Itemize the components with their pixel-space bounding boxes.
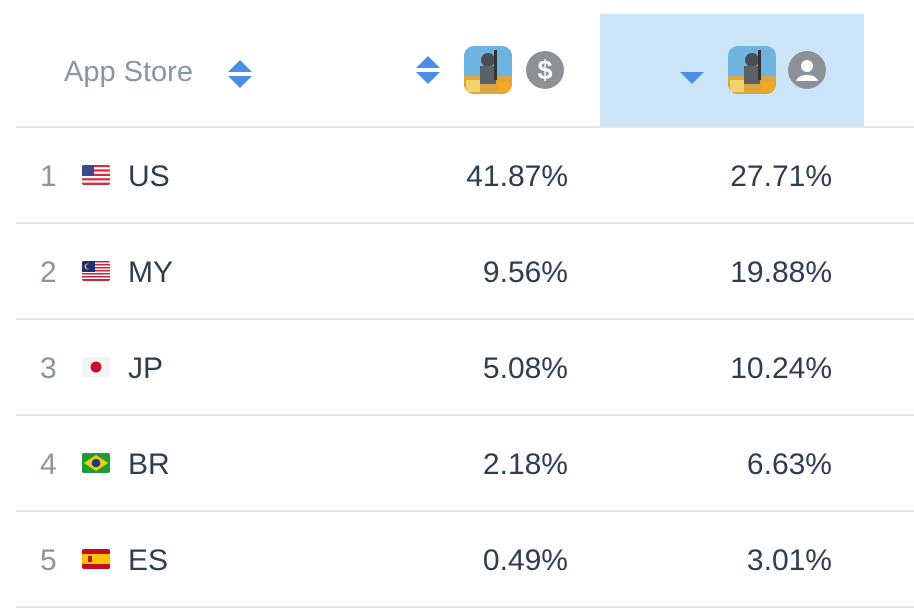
table-row[interactable]: 1 US 41.87% 27.71% — [16, 128, 914, 224]
download-share-value: 27.71% — [730, 160, 832, 193]
download-share-value: 3.01% — [746, 544, 832, 577]
rank-number: 3 — [40, 352, 57, 385]
pubg-mobile-app-icon — [464, 46, 512, 94]
rank-number: 2 — [40, 256, 57, 289]
app-store-column-header[interactable]: App Store — [64, 56, 193, 88]
rank-number: 4 — [40, 448, 57, 481]
revenue-share-value: 5.08% — [482, 352, 568, 385]
country-code: MY — [128, 256, 173, 289]
country-code: JP — [128, 352, 164, 385]
pubg-mobile-app-icon — [728, 46, 776, 94]
download-share-value: 6.63% — [746, 448, 832, 481]
revenue-share-value: 41.87% — [466, 160, 568, 193]
country-code: ES — [128, 544, 169, 577]
table-row[interactable]: 4 BR 2.18% 6.63% — [16, 416, 914, 512]
table-header: App Store $ — [16, 14, 914, 128]
revenue-share-value: 0.49% — [482, 544, 568, 577]
country-code: BR — [128, 448, 170, 481]
br-flag-icon — [82, 453, 110, 473]
revenue-share-value: 9.56% — [482, 256, 568, 289]
download-share-value: 19.88% — [730, 256, 832, 289]
country-code: US — [128, 160, 170, 193]
sort-toggle-icon[interactable] — [416, 56, 440, 88]
sort-toggle-icon[interactable] — [228, 60, 252, 92]
rank-number: 1 — [40, 160, 57, 193]
dollar-icon: $ — [526, 51, 564, 89]
revenue-share-value: 2.18% — [482, 448, 568, 481]
user-icon — [788, 51, 826, 89]
download-share-value: 10.24% — [730, 352, 832, 385]
country-share-table: App Store $ — [16, 14, 914, 608]
jp-flag-icon — [82, 357, 110, 377]
es-flag-icon — [82, 549, 110, 569]
table-row[interactable]: 2 MY 9.56% 19.88% — [16, 224, 914, 320]
rank-number: 5 — [40, 544, 57, 577]
us-flag-icon — [82, 165, 110, 185]
table-row[interactable]: 3 JP 5.08% 10.24% — [16, 320, 914, 416]
table-row[interactable]: 5 ES 0.49% 3.01% — [16, 512, 914, 608]
sort-descending-icon[interactable] — [680, 72, 704, 84]
my-flag-icon — [82, 261, 110, 281]
